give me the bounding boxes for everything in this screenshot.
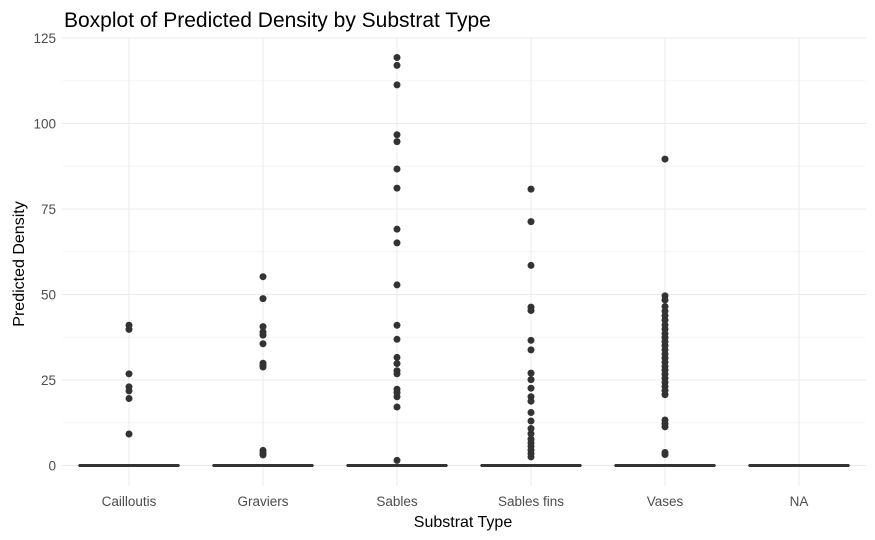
outlier-point bbox=[661, 451, 669, 459]
outlier-point bbox=[259, 451, 267, 459]
outlier-point bbox=[661, 155, 669, 163]
outlier-point bbox=[527, 397, 535, 405]
outlier-point bbox=[527, 376, 535, 384]
outlier-point bbox=[393, 53, 401, 61]
outlier-point bbox=[125, 387, 133, 395]
outlier-point bbox=[527, 218, 535, 226]
x-tick-label: Vases bbox=[647, 494, 684, 509]
outlier-point bbox=[393, 353, 401, 361]
outlier-points bbox=[125, 53, 669, 464]
outlier-point bbox=[527, 185, 535, 193]
outlier-point bbox=[527, 261, 535, 269]
outlier-point bbox=[125, 370, 133, 378]
outlier-point bbox=[393, 403, 401, 411]
x-tick-label: Sables bbox=[376, 494, 418, 509]
y-tick-label: 0 bbox=[48, 458, 56, 473]
outlier-point bbox=[527, 346, 535, 354]
x-tick-labels: Cailloutis Graviers Sables Sables fins Vases… bbox=[102, 494, 809, 509]
y-tick-label: 125 bbox=[33, 31, 56, 46]
x-tick-label: Graviers bbox=[237, 494, 288, 509]
y-tick-label: 50 bbox=[41, 287, 56, 302]
x-tick-label: NA bbox=[790, 494, 809, 509]
outlier-point bbox=[393, 138, 401, 146]
outlier-point bbox=[125, 430, 133, 438]
outlier-point bbox=[259, 323, 267, 331]
y-axis-title: Predicted Density bbox=[11, 201, 28, 326]
outlier-point bbox=[393, 81, 401, 89]
outlier-point bbox=[393, 360, 401, 368]
outlier-point bbox=[527, 384, 535, 392]
outlier-point bbox=[527, 453, 535, 461]
outlier-point bbox=[393, 335, 401, 343]
outlier-point bbox=[393, 281, 401, 289]
outlier-point bbox=[527, 307, 535, 315]
outlier-point bbox=[259, 273, 267, 281]
outlier-point bbox=[393, 131, 401, 139]
outlier-point bbox=[527, 430, 535, 438]
outlier-point bbox=[393, 61, 401, 69]
x-axis-title: Substrat Type bbox=[414, 514, 513, 531]
outlier-point bbox=[125, 325, 133, 333]
outlier-point bbox=[527, 369, 535, 377]
outlier-point bbox=[661, 302, 669, 310]
outlier-point bbox=[393, 165, 401, 173]
outlier-point bbox=[393, 370, 401, 378]
y-tick-labels: 0 25 50 75 100 125 bbox=[33, 31, 56, 473]
outlier-point bbox=[661, 423, 669, 431]
outlier-point bbox=[393, 456, 401, 464]
outlier-point bbox=[661, 296, 669, 304]
outlier-point bbox=[259, 340, 267, 348]
outlier-point bbox=[527, 425, 535, 433]
chart-title: Boxplot of Predicted Density by Substrat… bbox=[64, 9, 491, 32]
x-tick-label: Cailloutis bbox=[102, 494, 157, 509]
y-tick-label: 100 bbox=[33, 116, 56, 131]
outlier-point bbox=[259, 295, 267, 303]
outlier-point bbox=[259, 331, 267, 339]
outlier-point bbox=[259, 363, 267, 371]
outlier-point bbox=[393, 321, 401, 329]
outlier-point bbox=[527, 417, 535, 425]
outlier-point bbox=[661, 316, 669, 324]
outlier-point bbox=[527, 408, 535, 416]
outlier-point bbox=[661, 391, 669, 399]
outlier-point bbox=[125, 394, 133, 402]
y-tick-label: 75 bbox=[41, 202, 56, 217]
outlier-point bbox=[393, 239, 401, 247]
x-tick-label: Sables fins bbox=[498, 494, 564, 509]
grid-lines bbox=[62, 37, 866, 486]
outlier-point bbox=[393, 393, 401, 401]
outlier-point bbox=[527, 336, 535, 344]
y-tick-label: 25 bbox=[41, 373, 56, 388]
outlier-point bbox=[393, 184, 401, 192]
outlier-point bbox=[393, 225, 401, 233]
